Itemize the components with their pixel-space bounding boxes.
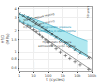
svg-text:Cyclic pressure testing: Cyclic pressure testing [23,19,55,30]
svg-text:Hydrostatic pressureadmissible: Hydrostatic pressureadmissible in static… [38,25,76,33]
svg-text:1.5: 1.5 [11,38,17,42]
svg-text:100: 100 [45,74,52,78]
svg-text:3: 3 [15,16,17,20]
svg-text:Static pressure testing: Static pressure testing [23,12,55,23]
svg-text:50 years: 50 years [86,5,90,18]
svg-text:4: 4 [15,7,18,11]
svg-text:10: 10 [31,74,35,78]
svg-text:t (cycles): t (cycles) [46,77,65,82]
svg-text:0.8: 0.8 [11,57,17,61]
svg-text:Hydrostatic pressureadmissible: Hydrostatic pressureadmissible in cyclic… [38,40,76,48]
svg-text:0.6: 0.6 [11,66,17,70]
svg-text:Hf/D(MPa): Hf/D(MPa) [0,33,10,45]
svg-text:100k: 100k [88,74,98,78]
svg-text:1: 1 [15,50,17,54]
svg-text:2: 2 [15,29,17,33]
svg-text:1: 1 [18,74,20,78]
svg-text:10k: 10k [74,74,81,78]
svg-text:1k: 1k [61,74,66,78]
